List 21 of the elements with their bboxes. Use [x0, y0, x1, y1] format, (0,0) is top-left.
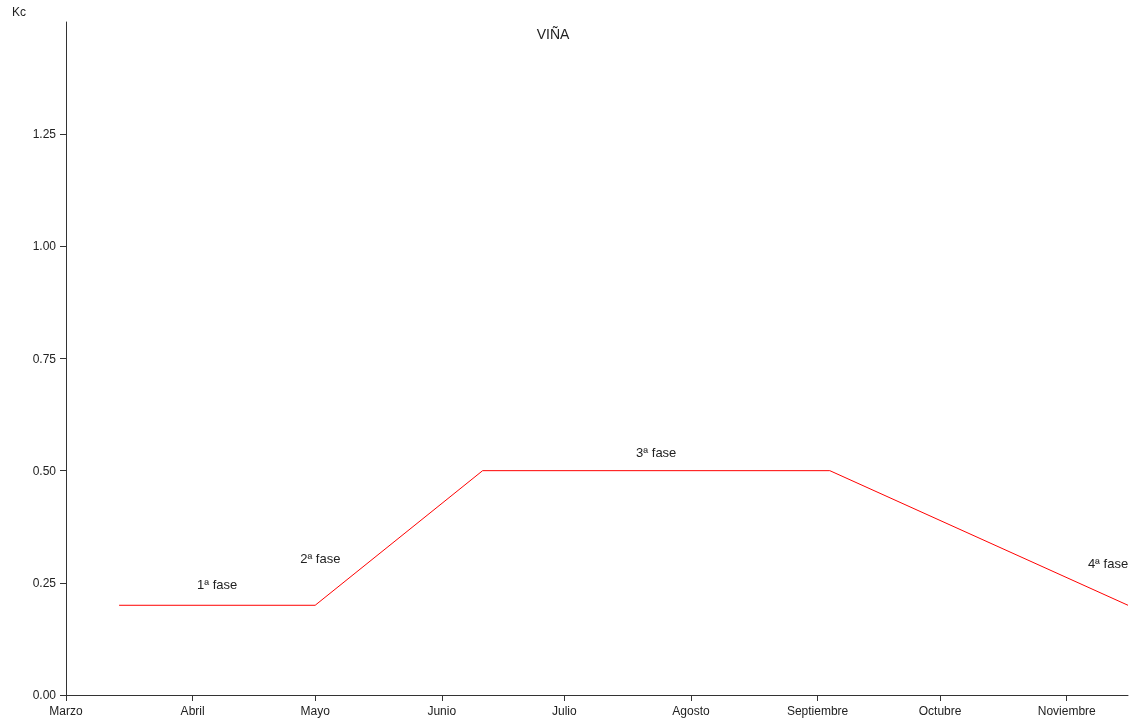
- y-tick-label: 0.75: [32, 351, 57, 366]
- x-tick-label: Agosto: [672, 704, 710, 718]
- annotation: 3ª fase: [636, 444, 677, 460]
- x-tick-label: Julio: [551, 704, 577, 718]
- y-tick-label: 0.50: [32, 463, 57, 478]
- chart-title: VIÑA: [536, 26, 570, 42]
- annotation: 2ª fase: [300, 551, 341, 567]
- annotation: 1ª fase: [197, 577, 238, 593]
- x-tick-label: Noviembre: [1037, 704, 1097, 718]
- x-tick-label: Mayo: [300, 704, 331, 718]
- y-axis-title: Kc: [11, 5, 26, 19]
- x-tick-label: Octubre: [918, 704, 962, 718]
- y-tick-label: 0.00: [32, 688, 57, 702]
- annotation: 4ª fase: [1087, 556, 1129, 572]
- x-tick-label: Junio: [427, 704, 457, 718]
- y-tick-label: 0.25: [32, 575, 57, 590]
- y-tick-label: 1.25: [32, 127, 57, 142]
- x-tick-label: Septiembre: [786, 704, 849, 718]
- x-tick-label: Marzo: [49, 704, 83, 718]
- y-tick-label: 1.00: [32, 239, 57, 254]
- x-tick-label: Abril: [180, 704, 205, 718]
